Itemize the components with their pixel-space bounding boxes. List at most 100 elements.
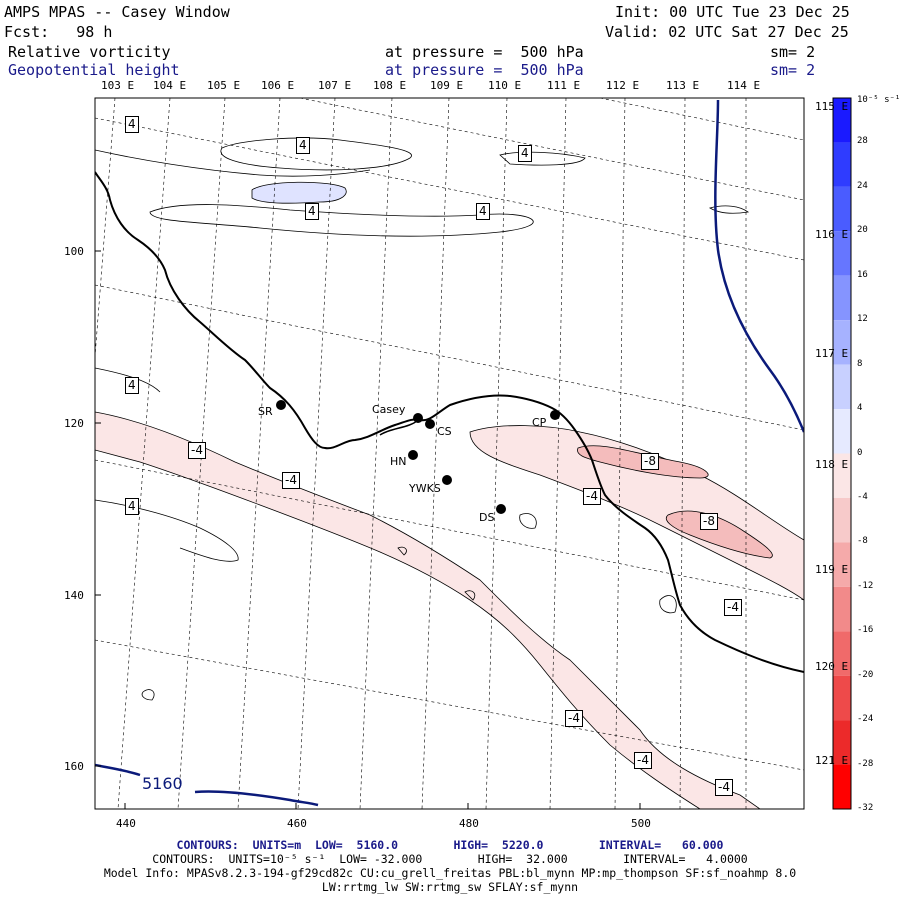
colorbar-swatch bbox=[833, 542, 851, 587]
contour-label: 4 bbox=[476, 203, 490, 220]
colorbar-tick-label: -16 bbox=[857, 625, 874, 636]
x-tick-label: 500 bbox=[631, 817, 651, 830]
height-contour bbox=[194, 790, 319, 807]
x-tick-label: 440 bbox=[116, 817, 136, 830]
plot-title: AMPS MPAS -- Casey Window bbox=[4, 3, 230, 21]
lon-label-top: 108 E bbox=[373, 79, 407, 92]
station-dot-sr bbox=[276, 400, 286, 410]
colorbar-swatch bbox=[833, 631, 851, 676]
colorbar-tick-label: 0 bbox=[857, 447, 863, 458]
colorbar-unit: 10⁻⁵ s⁻¹ bbox=[857, 95, 900, 105]
colorbar-tick-label: 16 bbox=[857, 269, 868, 280]
contour-label: -4 bbox=[715, 779, 733, 796]
x-tick-label: 480 bbox=[459, 817, 479, 830]
lon-label-right: 121 E bbox=[815, 754, 849, 767]
colorbar-tick-label: 20 bbox=[857, 225, 868, 236]
footer-height-contours: CONTOURS: UNITS=m LOW= 5160.0 HIGH= 5220… bbox=[176, 838, 724, 852]
vorticity-negative-band bbox=[95, 411, 761, 809]
station-dot-hn bbox=[408, 450, 418, 460]
lon-label-top: 110 E bbox=[488, 79, 522, 92]
map-frame bbox=[94, 97, 805, 810]
colorbar-tick-label: -4 bbox=[857, 491, 868, 502]
contour-label: 4 bbox=[125, 498, 139, 515]
field2-level: at pressure = 500 hPa bbox=[385, 61, 584, 79]
field1-level: at pressure = 500 hPa bbox=[385, 43, 584, 61]
footer-model-info: Model Info: MPASv8.2.3-194-gf29cd82c CU:… bbox=[103, 866, 797, 880]
contour-label: -4 bbox=[282, 472, 300, 489]
colorbar-swatch bbox=[833, 98, 851, 143]
colorbar-swatch bbox=[833, 186, 851, 232]
colorbar-swatch bbox=[833, 142, 851, 187]
station-label: YWKS bbox=[409, 482, 441, 495]
y-tick-label: 100 bbox=[64, 245, 84, 258]
lon-label-right: 117 E bbox=[815, 347, 849, 360]
contour-label: -4 bbox=[634, 752, 652, 769]
lon-label-top: 111 E bbox=[547, 79, 581, 92]
colorbar-tick-label: -24 bbox=[857, 714, 874, 725]
colorbar-tick-label: -28 bbox=[857, 758, 874, 769]
y-tick-label: 140 bbox=[64, 589, 84, 602]
lon-label-top: 107 E bbox=[318, 79, 352, 92]
footer-model-physics: LW:rrtmg_lw SW:rrtmg_sw SFLAY:sf_mynn bbox=[321, 880, 579, 894]
contour-label: 4 bbox=[125, 116, 139, 133]
lon-label-right: 119 E bbox=[815, 563, 849, 576]
station-label: Casey bbox=[372, 403, 406, 416]
colorbar-swatch bbox=[833, 231, 851, 276]
lon-label-top: 106 E bbox=[261, 79, 295, 92]
colorbar-swatch bbox=[833, 453, 851, 498]
colorbar-swatch bbox=[833, 675, 851, 721]
contour-label: 4 bbox=[518, 145, 532, 162]
lon-label-right: 118 E bbox=[815, 458, 849, 471]
station-label: HN bbox=[390, 455, 407, 468]
station-label: SR bbox=[258, 405, 273, 418]
contour-label: -8 bbox=[700, 513, 718, 530]
forecast-hour: Fcst: 98 h bbox=[4, 23, 113, 41]
colorbar-swatch bbox=[833, 764, 851, 809]
colorbar-swatch bbox=[833, 320, 851, 365]
lon-label-top: 112 E bbox=[606, 79, 640, 92]
coastline bbox=[95, 171, 804, 673]
graticule bbox=[95, 98, 804, 809]
station-label: CS bbox=[437, 425, 452, 438]
station-dot-casey bbox=[413, 413, 423, 423]
colorbar-swatch bbox=[833, 275, 851, 321]
colorbar-tick-label: 4 bbox=[857, 403, 863, 414]
contour-label: -4 bbox=[583, 488, 601, 505]
colorbar-tick-label: 8 bbox=[857, 358, 863, 369]
vorticity-positive-area bbox=[251, 181, 347, 204]
station-markers bbox=[276, 400, 560, 514]
valid-time: Valid: 02 UTC Sat 27 Dec 25 bbox=[605, 23, 849, 41]
field2-smoothing: sm= 2 bbox=[770, 61, 816, 79]
lon-label-top: 109 E bbox=[430, 79, 464, 92]
station-label: CP bbox=[532, 416, 547, 429]
lon-label-right: 116 E bbox=[815, 228, 849, 241]
lon-label-top: 104 E bbox=[153, 79, 187, 92]
contour-label: 4 bbox=[305, 203, 319, 220]
station-label: DS bbox=[479, 511, 495, 524]
colorbar-tick-label: 24 bbox=[857, 180, 868, 191]
field2-name: Geopotential height bbox=[8, 61, 180, 79]
colorbar-tick-label: -12 bbox=[857, 580, 874, 591]
contour-label: 4 bbox=[296, 137, 310, 154]
station-dot-ywks bbox=[442, 475, 452, 485]
colorbar-tick-label: 28 bbox=[857, 136, 868, 147]
colorbar-tick-label: 12 bbox=[857, 314, 868, 325]
station-dot-cs bbox=[425, 419, 435, 429]
lon-label-right: 120 E bbox=[815, 660, 849, 673]
colorbar-tick-label: -32 bbox=[857, 803, 874, 813]
colorbar-tick-label: -20 bbox=[857, 669, 874, 680]
lon-label-top: 114 E bbox=[727, 79, 761, 92]
field1-name: Relative vorticity bbox=[8, 43, 171, 61]
height-contour bbox=[95, 763, 141, 777]
colorbar bbox=[833, 98, 851, 809]
contour-label: -4 bbox=[188, 442, 206, 459]
contour-label: -4 bbox=[724, 599, 742, 616]
colorbar-swatch bbox=[833, 720, 851, 765]
height-contour-label: 5160 bbox=[142, 774, 183, 793]
colorbar-swatch bbox=[833, 586, 851, 632]
colorbar-tick-label: -8 bbox=[857, 536, 868, 547]
lon-label-right: 115 E bbox=[815, 100, 849, 113]
colorbar-swatch bbox=[833, 497, 851, 543]
y-tick-label: 120 bbox=[64, 417, 84, 430]
